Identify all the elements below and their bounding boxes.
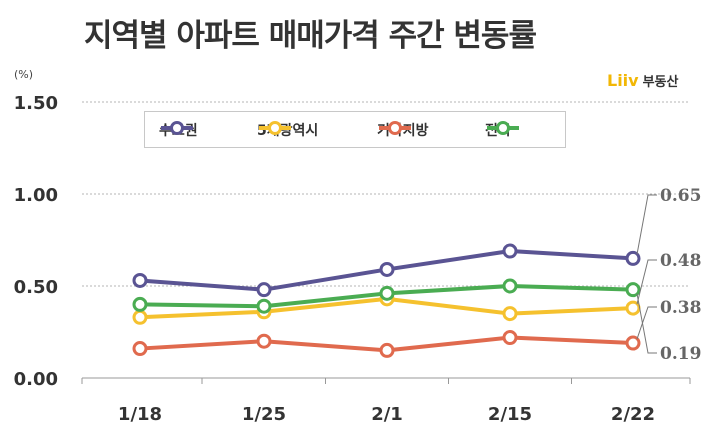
leader-line <box>636 293 657 354</box>
x-tick-label: 2/15 <box>488 404 532 425</box>
data-point <box>132 296 148 312</box>
data-point <box>379 342 395 358</box>
data-point <box>132 309 148 325</box>
x-tick-label: 2/22 <box>611 404 655 425</box>
data-point <box>256 298 272 314</box>
brand-name: 부동산 <box>642 75 679 90</box>
data-point <box>502 278 518 294</box>
leader-line <box>636 194 657 255</box>
end-value-label: 0.48 <box>660 251 701 271</box>
y-tick-label: 1.50 <box>14 93 58 114</box>
leader-line <box>636 306 657 340</box>
brand-logo-mark: Liiv <box>607 71 639 90</box>
legend-item: 5개광역시 <box>257 120 318 140</box>
y-tick-label: 0.00 <box>14 369 58 390</box>
data-point <box>256 333 272 349</box>
y-axis-unit: (%) <box>14 68 34 81</box>
x-tick-label: 1/18 <box>118 404 162 425</box>
x-tick-label: 2/1 <box>371 404 403 425</box>
data-point <box>502 243 518 259</box>
y-tick-label: 1.00 <box>14 185 58 206</box>
data-point <box>625 335 641 351</box>
legend-item: 전국 <box>485 120 519 140</box>
data-point <box>379 261 395 277</box>
end-value-label: 0.19 <box>660 344 701 364</box>
leader-line <box>636 259 657 305</box>
brand-logo: Liiv 부동산 <box>607 71 678 90</box>
data-point <box>256 282 272 298</box>
legend: 수도권 5개광역시 기타지방 전국 <box>144 111 566 148</box>
chart-title: 지역별 아파트 매매가격 주간 변동률 <box>84 18 537 54</box>
legend-swatch <box>259 121 291 135</box>
data-point <box>625 250 641 266</box>
data-point <box>502 330 518 346</box>
data-point <box>625 300 641 316</box>
legend-swatch <box>161 121 193 135</box>
legend-swatch <box>487 121 519 135</box>
end-value-label: 0.65 <box>660 186 701 206</box>
data-point <box>132 272 148 288</box>
legend-item: 기타지방 <box>377 120 429 140</box>
data-point <box>625 282 641 298</box>
x-tick-label: 1/25 <box>242 404 286 425</box>
legend-swatch <box>379 121 411 135</box>
data-point <box>132 341 148 357</box>
data-point <box>502 306 518 322</box>
y-tick-label: 0.50 <box>14 277 58 298</box>
data-point <box>379 285 395 301</box>
end-value-label: 0.38 <box>660 298 701 318</box>
legend-item: 수도권 <box>159 120 198 140</box>
